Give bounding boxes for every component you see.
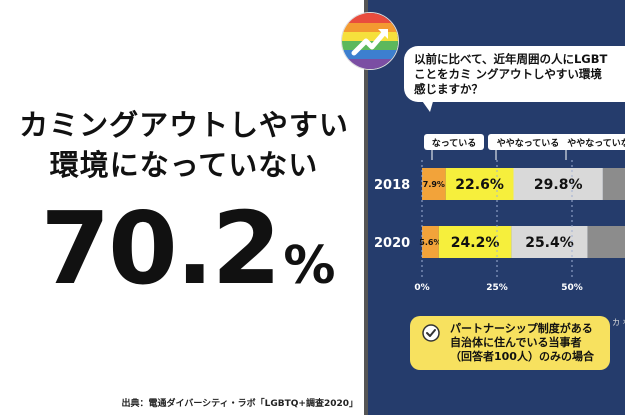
category-label: 2020 [374,236,410,251]
note-line-3: （回答者100人）のみの場合 [450,350,594,363]
headline-line-2: 環境になっていない [49,148,319,182]
note-line-1: パートナーシップ制度がある [450,322,593,335]
question-bubble-tail [420,98,434,112]
data-label: 22.6% [455,177,504,193]
legend-label: ややなっていない [567,138,625,149]
edge-note: カ な [612,318,625,327]
legend-tag [488,134,568,150]
question-line-2: ことをカミ ングアウトしやすい環境 [414,67,602,81]
x-tick-label: 25% [486,283,508,293]
question-bubble: 以前に比べて、近年周囲の人にLGBT ことをカミ ングアウトしやすい環境 感じま… [404,46,625,102]
source-note: 出典：電通ダイバーシティ・ラボ「LGBTQ+調査2020」 [121,399,358,409]
question-line-1: 以前に比べて、近年周囲の人にLGBT [414,52,608,66]
bar-segment [513,168,603,200]
legend-label: なっている [432,138,477,149]
note-box: パートナーシップ制度がある 自治体に住んでいる当事者 （回答者100人）のみの場… [410,316,610,370]
question-line-3: 感じますか？ [414,82,483,96]
bar-segment [602,168,625,200]
bar-segment [511,226,588,258]
headline-line-1: カミングアウトしやすい [19,108,349,142]
stacked-bar-chart: なっている ややなっているややなっていない 2018 7.9% 22.6% 29.8% 20… [374,134,625,293]
legend-label: ややなっている [497,138,560,149]
bar-segment [422,226,439,258]
bar-segment [438,226,512,258]
data-label: 25.4% [525,235,574,251]
data-label: 29.8% [534,177,583,193]
rainbow-arrow-logo-icon [341,12,399,70]
headline-panel: カミングアウトしやすい 環境になっていない 70.2% 出典：電通ダイバーシティ… [18,108,358,409]
note-line-2: 自治体に住んでいる当事者 [450,336,582,349]
bar-segment [445,168,514,200]
data-label: 24.2% [451,235,500,251]
legend-tag [558,134,625,150]
bar-segment [587,226,625,258]
category-label: 2018 [374,178,410,193]
data-label: 7.9% [423,180,445,189]
bar-segment [422,168,446,200]
headline-percentage: 70.2% [18,190,358,307]
data-label: 5.6% [419,238,441,247]
legend-tag [424,134,484,150]
check-icon [422,324,440,342]
x-tick-label: 50% [561,283,583,293]
x-tick-label: 0% [414,283,429,293]
headline-value: 70.2 [40,190,282,307]
headline-unit: % [283,236,336,296]
